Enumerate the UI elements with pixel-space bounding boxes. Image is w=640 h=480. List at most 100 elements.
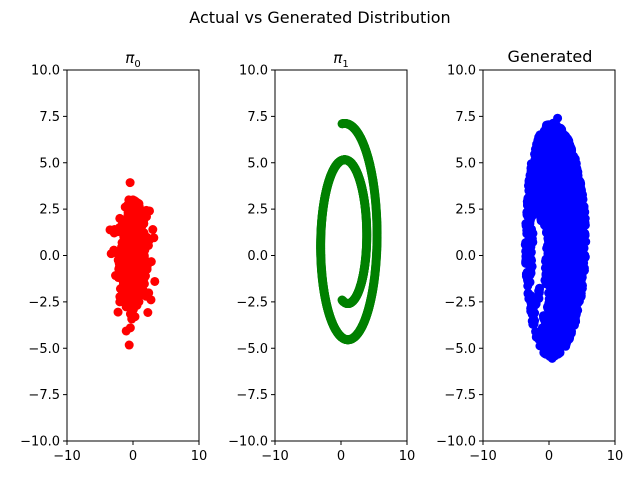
data-point [138, 272, 148, 282]
subplot-generated: Generated −10 0 10 −10.0 −7.5 −5.0 −2.5 0.0 2.5 5… [436, 47, 623, 464]
data-point [133, 291, 143, 301]
data-point [567, 314, 577, 324]
data-point [530, 308, 540, 318]
data-point [134, 231, 144, 241]
data-point [145, 206, 154, 216]
data-point [525, 290, 535, 300]
x-tick-label: −10 [53, 449, 80, 464]
data-point [550, 247, 560, 257]
data-point [570, 234, 580, 244]
data-point [558, 196, 568, 206]
y-tick-label: 5.0 [247, 156, 268, 171]
data-point [569, 176, 579, 186]
data-point [535, 202, 545, 212]
pi1-points [316, 118, 382, 345]
data-point [124, 199, 134, 209]
y-tick-label: 7.5 [247, 110, 268, 125]
data-point [553, 339, 563, 349]
data-point [568, 166, 578, 176]
data-point [545, 219, 555, 229]
data-point [527, 160, 537, 170]
data-point [550, 228, 560, 238]
data-point [545, 293, 555, 303]
data-point [110, 225, 120, 235]
data-point [337, 119, 347, 129]
data-point [125, 323, 135, 333]
data-point [543, 157, 553, 167]
y-tick-label: −10.0 [20, 435, 60, 450]
data-point [545, 323, 555, 333]
data-point [134, 240, 144, 250]
data-point [527, 211, 537, 221]
y-tick-label: 0.0 [247, 249, 268, 264]
data-point [569, 186, 579, 196]
y-tick-label: −10.0 [436, 435, 476, 450]
data-point [555, 289, 565, 299]
data-point [553, 302, 563, 312]
data-point [123, 277, 133, 287]
x-tick-label: 10 [191, 449, 208, 464]
generated-points [520, 113, 591, 363]
pi0-title-main: π [125, 49, 135, 67]
y-tick-label: −5.0 [236, 342, 268, 357]
y-tick-label: −5.0 [444, 342, 476, 357]
data-point [571, 214, 581, 224]
y-tick-label: 10.0 [31, 64, 60, 79]
data-point [541, 121, 551, 131]
y-tick-label: 5.0 [39, 156, 60, 171]
y-tick-label: 2.5 [247, 203, 268, 218]
data-point [526, 268, 536, 278]
y-tick-label: −2.5 [444, 295, 476, 310]
data-point [558, 129, 568, 139]
data-point [149, 233, 159, 243]
data-point [523, 218, 533, 228]
data-point [121, 258, 131, 268]
x-tick-label: 0 [337, 449, 345, 464]
data-point [579, 218, 589, 228]
pi0-points [105, 178, 160, 350]
data-point [551, 165, 561, 175]
data-point [577, 211, 587, 221]
data-point [557, 158, 567, 168]
data-point [546, 351, 556, 361]
y-tick-label: −10.0 [228, 435, 268, 450]
y-tick-label: 0.0 [39, 249, 60, 264]
y-tick-label: 10.0 [239, 64, 268, 79]
figure-title: Actual vs Generated Distribution [189, 8, 450, 27]
y-tick-label: 0.0 [455, 249, 476, 264]
generated-title: Generated [508, 47, 593, 66]
data-point [555, 320, 565, 330]
x-tick-label: 10 [607, 449, 624, 464]
y-tick-label: 10.0 [447, 64, 476, 79]
x-tick-label: 10 [399, 449, 416, 464]
data-point [116, 248, 126, 258]
data-point [130, 312, 140, 322]
y-tick-label: −2.5 [28, 295, 60, 310]
data-point [525, 195, 535, 205]
data-point [126, 265, 136, 275]
data-point [526, 175, 536, 185]
data-point [532, 188, 542, 198]
data-point [141, 291, 151, 301]
data-point [138, 258, 148, 268]
data-point [133, 202, 143, 212]
pi1-title: π1 [333, 49, 348, 70]
y-tick-label: 7.5 [455, 110, 476, 125]
y-tick-label: 7.5 [39, 110, 60, 125]
data-point [574, 247, 584, 257]
data-point [545, 134, 555, 144]
data-point [125, 224, 135, 234]
data-point [563, 332, 573, 342]
data-point [525, 277, 535, 287]
x-tick-label: −10 [469, 449, 496, 464]
data-point [530, 316, 540, 326]
data-point [124, 340, 134, 350]
data-point [106, 249, 116, 259]
data-point [557, 279, 567, 289]
data-point [558, 147, 568, 157]
data-point [566, 205, 576, 215]
y-tick-label: −7.5 [28, 388, 60, 403]
data-point [555, 214, 564, 224]
data-point [548, 281, 558, 291]
